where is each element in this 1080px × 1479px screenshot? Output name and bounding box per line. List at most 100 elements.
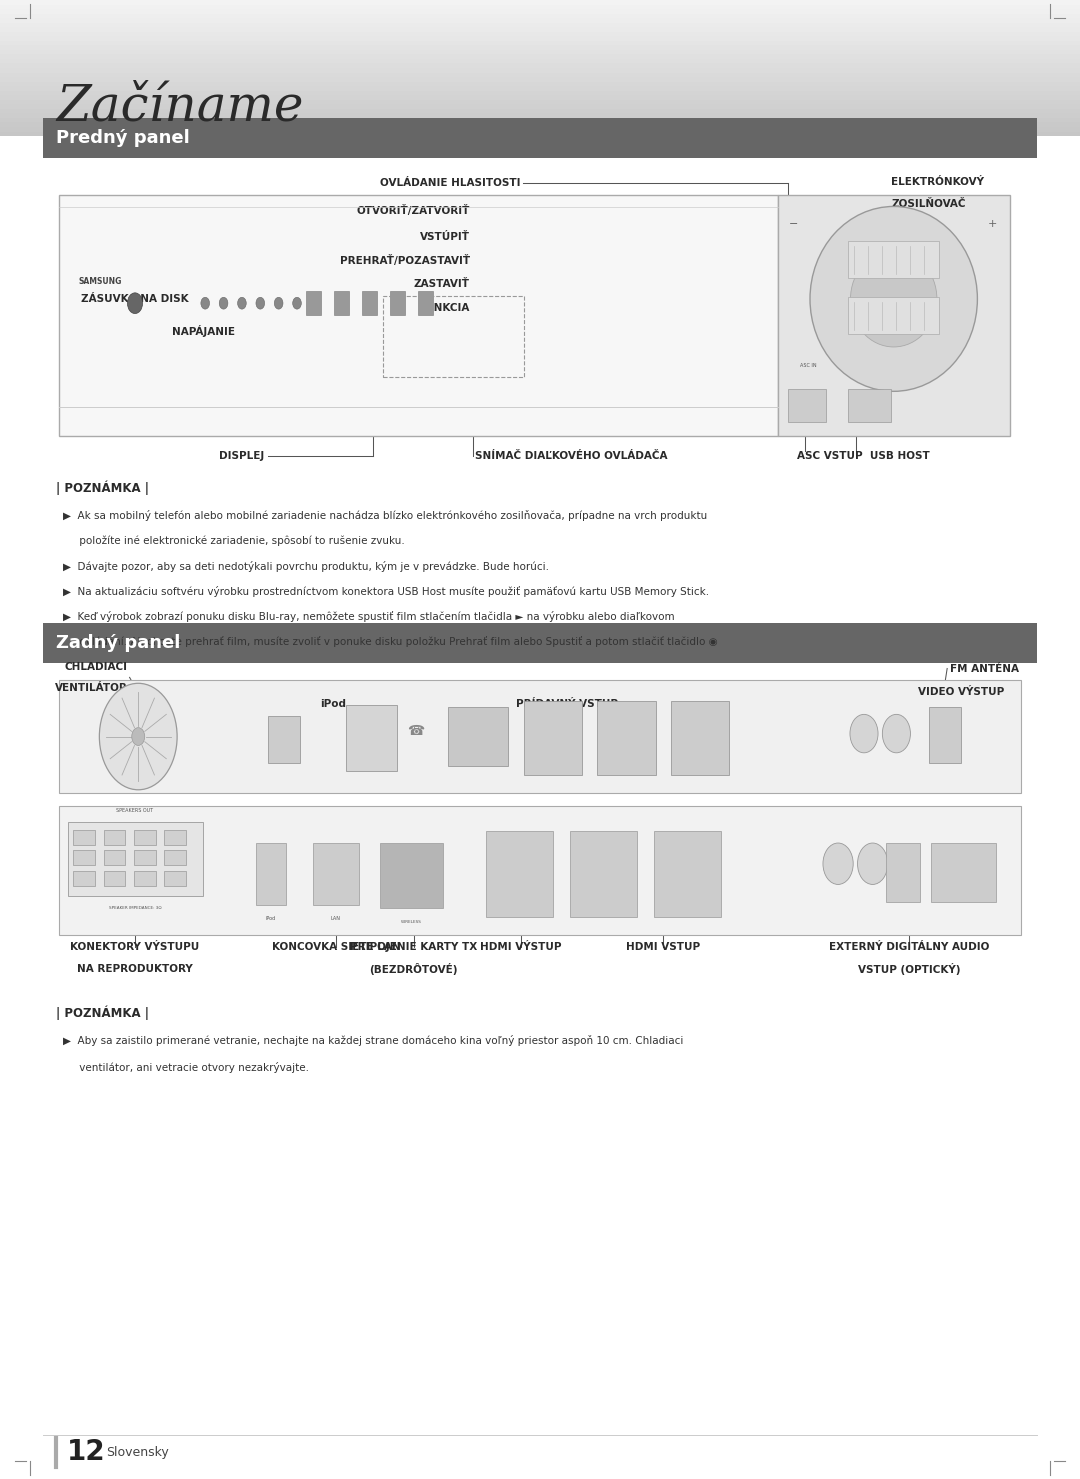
Text: KONCOVKA SIETE LAN: KONCOVKA SIETE LAN <box>271 942 401 951</box>
Circle shape <box>99 683 177 790</box>
Text: ZASTAVIŤ: ZASTAVIŤ <box>414 280 470 288</box>
Text: ZOSILŇOVAČ: ZOSILŇOVAČ <box>891 200 966 209</box>
Text: −: − <box>788 219 798 229</box>
Circle shape <box>132 728 145 745</box>
Bar <box>778 195 1010 436</box>
Bar <box>0 50 1080 55</box>
Text: | POZNÁMKA |: | POZNÁMKA | <box>56 481 149 495</box>
Circle shape <box>274 297 283 309</box>
Bar <box>0 90 1080 95</box>
Text: OVLÁDANIE HLASITOSTI: OVLÁDANIE HLASITOSTI <box>380 179 521 188</box>
Text: ventilátor, ani vetracie otvory nezakrývajte.: ventilátor, ani vetracie otvory nezakrýv… <box>63 1062 309 1072</box>
Bar <box>334 291 349 315</box>
Text: 12: 12 <box>67 1439 106 1466</box>
Ellipse shape <box>810 207 977 392</box>
Text: CHLADIACI: CHLADIACI <box>65 663 127 671</box>
Text: ▶  Dávajte pozor, aby sa deti nedotýkali povrchu produktu, kým je v prevádzke. B: ▶ Dávajte pozor, aby sa deti nedotýkali … <box>63 561 549 571</box>
Text: EXTERNÝ DIGITÁLNY AUDIO: EXTERNÝ DIGITÁLNY AUDIO <box>829 942 989 951</box>
Text: DISPLEJ: DISPLEJ <box>219 451 265 460</box>
Text: HDMI VSTUP: HDMI VSTUP <box>626 942 700 951</box>
Bar <box>0 37 1080 41</box>
Bar <box>654 831 721 917</box>
Text: HDMI VÝSTUP: HDMI VÝSTUP <box>480 942 562 951</box>
Bar <box>0 72 1080 77</box>
Bar <box>448 707 508 766</box>
Ellipse shape <box>851 251 937 348</box>
Text: Predný panel: Predný panel <box>56 129 190 148</box>
Text: Zadný panel: Zadný panel <box>56 633 180 652</box>
Circle shape <box>127 293 143 314</box>
Bar <box>134 830 156 845</box>
Text: ▶  Ak sa mobilný telefón alebo mobilné zariadenie nachádza blízko elektrónkového: ▶ Ak sa mobilný telefón alebo mobilné za… <box>63 510 707 521</box>
Bar <box>0 99 1080 105</box>
Text: ▶  Aby sa zaistilo primerané vetranie, nechajte na každej strane domáceho kina v: ▶ Aby sa zaistilo primerané vetranie, ne… <box>63 1035 683 1046</box>
Bar <box>383 296 524 377</box>
Bar <box>849 241 940 278</box>
Bar <box>0 13 1080 18</box>
Bar <box>104 850 125 865</box>
Text: FUNKCIA: FUNKCIA <box>418 303 470 312</box>
Bar <box>0 59 1080 64</box>
Bar <box>68 822 203 896</box>
Bar <box>0 109 1080 114</box>
Bar <box>0 77 1080 81</box>
Circle shape <box>858 843 888 884</box>
Text: SPEAKERS OUT: SPEAKERS OUT <box>117 808 153 813</box>
Text: | POZNÁMKA |: | POZNÁMKA | <box>56 1006 149 1021</box>
Bar <box>380 843 443 908</box>
Bar <box>486 831 553 917</box>
Bar <box>306 291 321 315</box>
Bar <box>73 871 95 886</box>
Text: for Memory: for Memory <box>863 364 887 367</box>
Circle shape <box>882 714 910 753</box>
Bar <box>418 291 433 315</box>
Bar <box>886 843 920 902</box>
Text: ovládaní. Ak chcete prehrať film, musíte zvoliť v ponuke disku položku Prehrať f: ovládaní. Ak chcete prehrať film, musíte… <box>63 636 717 646</box>
Bar <box>73 830 95 845</box>
Bar <box>104 830 125 845</box>
Bar <box>390 291 405 315</box>
Text: LAN: LAN <box>330 916 341 921</box>
Bar <box>597 701 656 775</box>
Bar <box>59 680 1021 793</box>
Bar <box>929 707 961 763</box>
Bar <box>931 843 996 902</box>
Bar <box>313 843 359 905</box>
Bar <box>0 118 1080 123</box>
Text: NA REPRODUKTORY: NA REPRODUKTORY <box>77 964 193 973</box>
Text: NAPÁJANIE: NAPÁJANIE <box>173 325 235 337</box>
Text: VENTILÁTOR: VENTILÁTOR <box>55 683 127 692</box>
Bar <box>59 195 778 436</box>
Bar <box>0 68 1080 72</box>
Text: ASC VSTUP  USB HOST: ASC VSTUP USB HOST <box>797 451 930 460</box>
Bar <box>134 871 156 886</box>
Bar <box>0 9 1080 13</box>
Text: ▶  Keď výrobok zobrazí ponuku disku Blu-ray, nemôžete spustiť film stlačením tla: ▶ Keď výrobok zobrazí ponuku disku Blu-r… <box>63 611 674 621</box>
Text: FM ANTÉNA: FM ANTÉNA <box>950 664 1020 673</box>
Bar <box>0 55 1080 59</box>
Text: Začíname: Začíname <box>56 81 303 132</box>
Text: VSTÚPIŤ: VSTÚPIŤ <box>420 232 470 241</box>
Bar <box>788 389 826 422</box>
Bar <box>849 297 940 334</box>
Text: položíte iné elektronické zariadenie, spôsobí to rušenie zvuku.: položíte iné elektronické zariadenie, sp… <box>63 535 404 546</box>
Bar <box>0 22 1080 27</box>
Bar <box>0 132 1080 136</box>
Bar <box>346 705 397 771</box>
Text: Slovensky: Slovensky <box>106 1446 168 1458</box>
Bar <box>0 86 1080 90</box>
Bar <box>0 95 1080 99</box>
Bar <box>362 291 377 315</box>
Text: KONEKTORY VÝSTUPU: KONEKTORY VÝSTUPU <box>70 942 200 951</box>
Text: ASC IN: ASC IN <box>799 362 816 368</box>
Text: SNÍMAČ DIAĽKOVÉHO OVLÁDAČA: SNÍMAČ DIAĽKOVÉHO OVLÁDAČA <box>475 451 667 460</box>
Text: SAMSUNG: SAMSUNG <box>79 277 122 285</box>
Bar <box>43 118 1037 158</box>
Bar <box>0 0 1080 4</box>
Bar <box>0 18 1080 22</box>
Text: OTVORIŤ/ZATVORIŤ: OTVORIŤ/ZATVORIŤ <box>356 204 470 216</box>
Circle shape <box>219 297 228 309</box>
Text: (BEZDRÔTOVÉ): (BEZDRÔTOVÉ) <box>369 963 458 975</box>
Bar <box>0 4 1080 9</box>
Bar <box>59 806 1021 935</box>
